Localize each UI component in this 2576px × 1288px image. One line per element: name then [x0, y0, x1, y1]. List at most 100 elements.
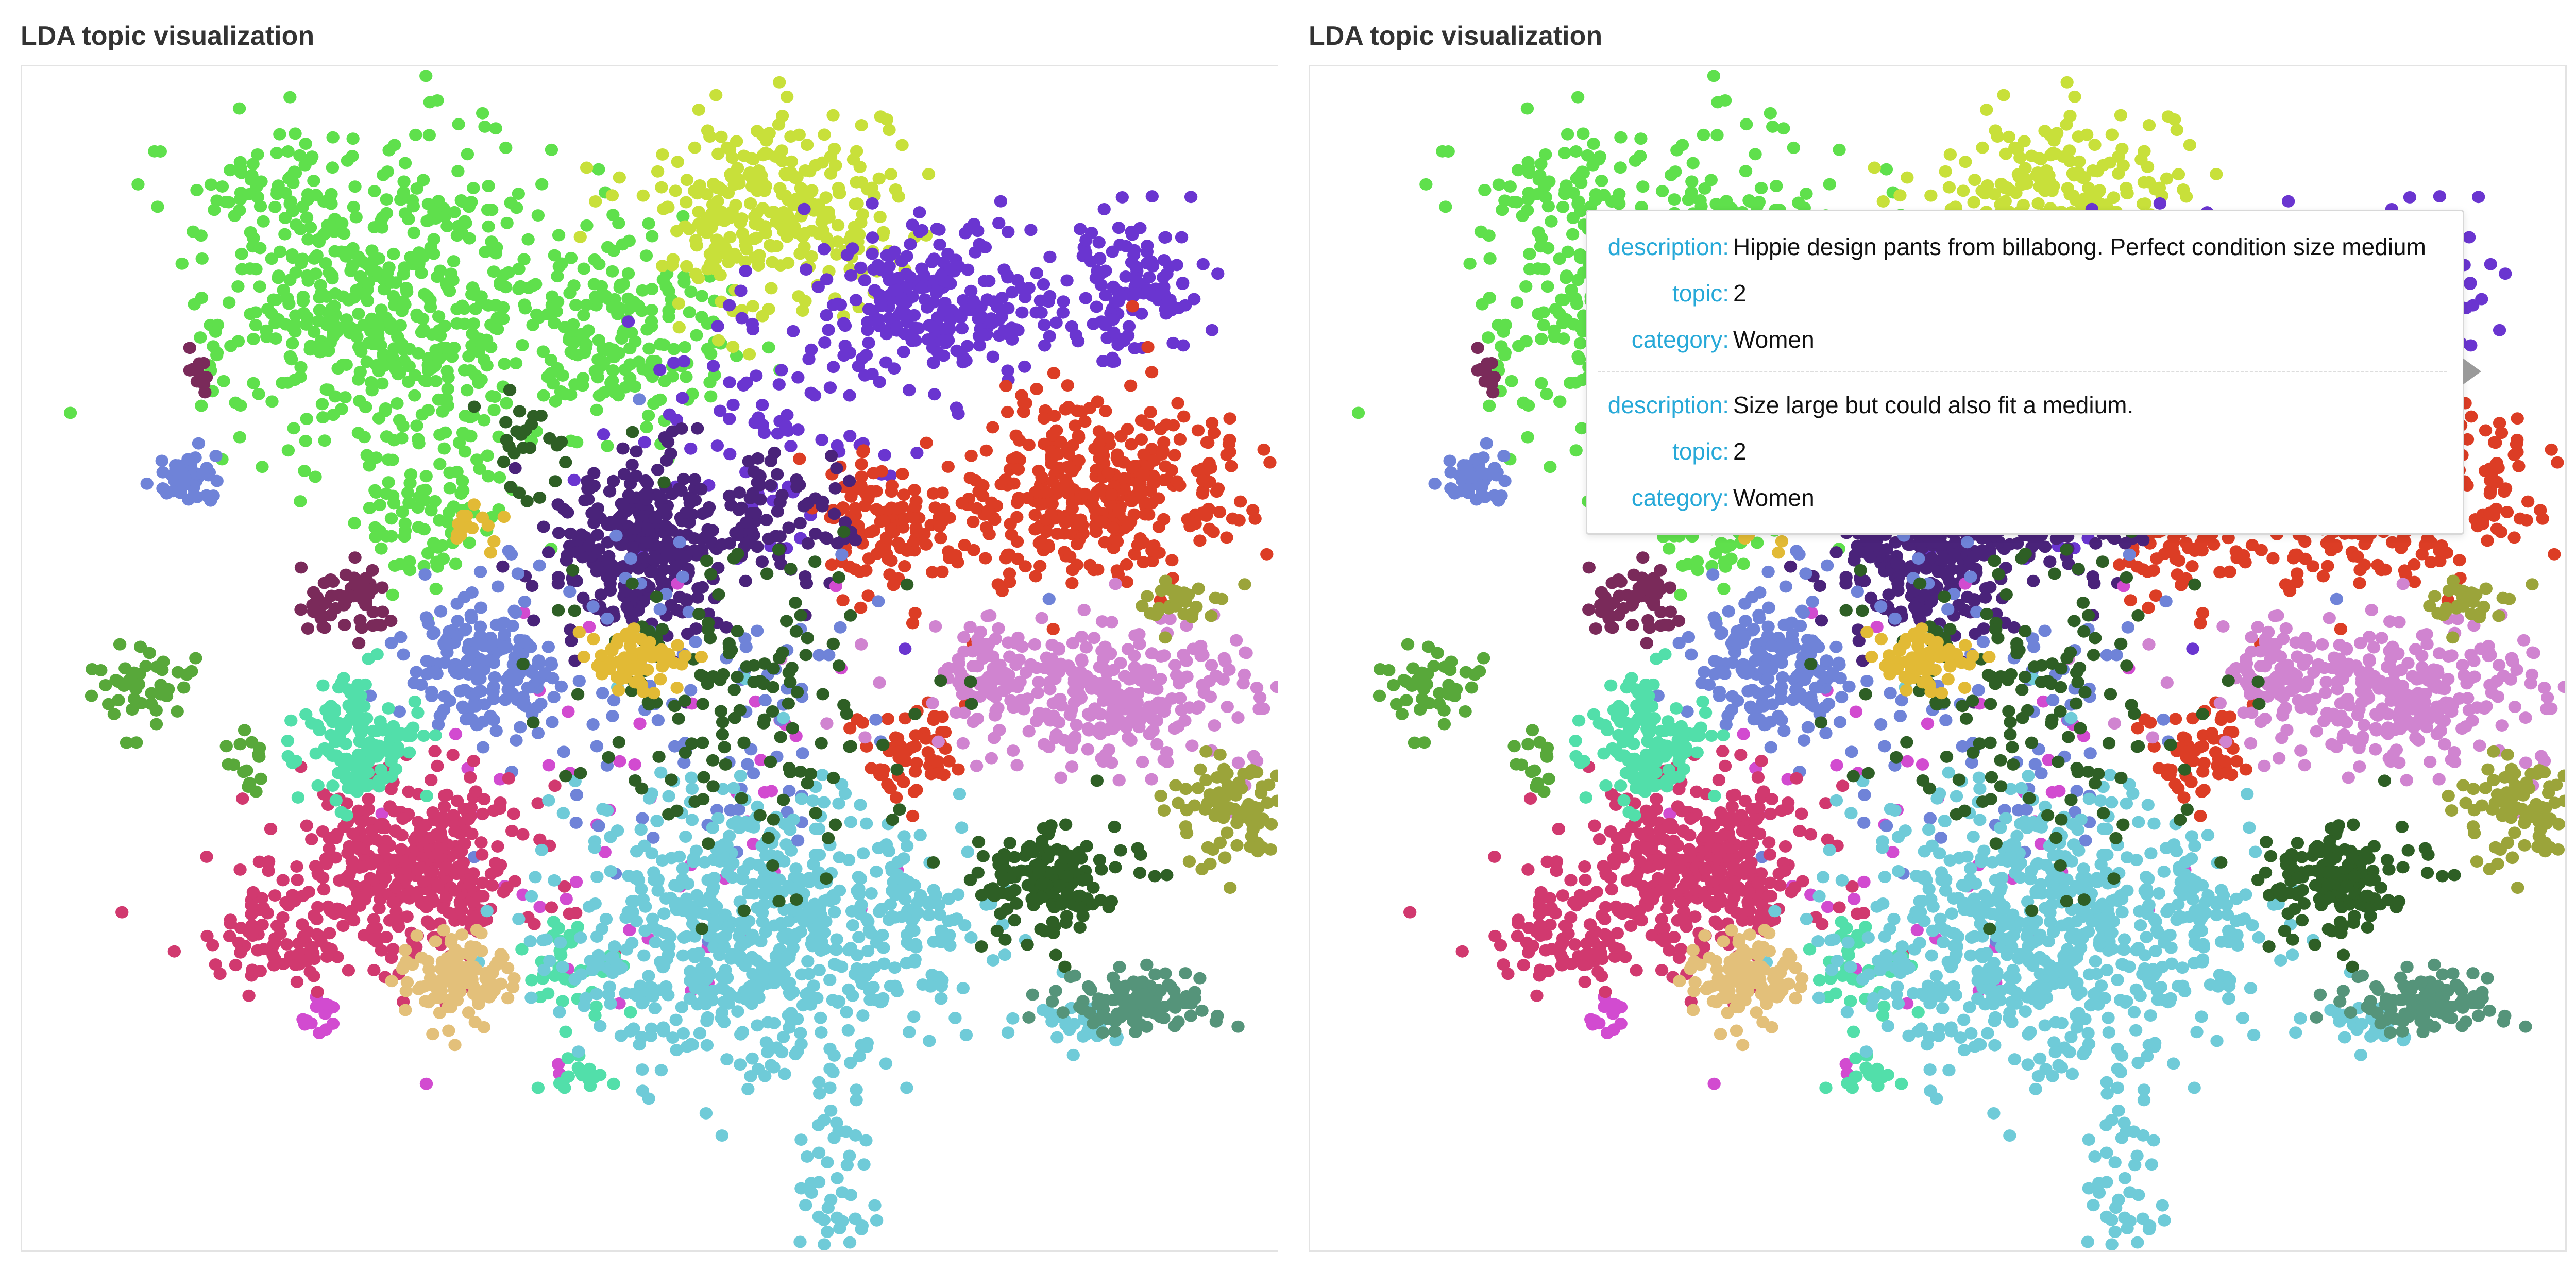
scatter-point-topic-3[interactable]	[1094, 515, 1108, 528]
scatter-point-topic-9[interactable]	[594, 1020, 607, 1032]
scatter-point-topic-0[interactable]	[456, 484, 470, 497]
scatter-point-topic-9[interactable]	[654, 766, 668, 779]
scatter-point-topic-2[interactable]	[934, 270, 948, 282]
scatter-point-topic-0[interactable]	[368, 185, 381, 197]
scatter-point-topic-2[interactable]	[837, 317, 851, 330]
scatter-point-topic-2[interactable]	[1069, 329, 1083, 342]
scatter-point-topic-2[interactable]	[900, 281, 913, 294]
scatter-point-topic-4[interactable]	[809, 492, 822, 505]
scatter-point-topic-0[interactable]	[444, 267, 458, 280]
scatter-point-topic-2[interactable]	[995, 311, 1008, 323]
scatter-point-topic-0[interactable]	[363, 501, 377, 514]
scatter-point-topic-8[interactable]	[363, 736, 377, 749]
scatter-point-topic-0[interactable]	[498, 358, 511, 370]
scatter-point-topic-1[interactable]	[680, 260, 693, 273]
scatter-point-topic-0[interactable]	[410, 419, 423, 432]
scatter-point-topic-7[interactable]	[345, 855, 359, 868]
scatter-point-topic-0[interactable]	[477, 353, 491, 366]
scatter-point-topic-10[interactable]	[1145, 647, 1159, 660]
scatter-point-topic-6[interactable]	[397, 648, 410, 661]
scatter-point-topic-0[interactable]	[318, 434, 331, 447]
scatter-point-topic-11[interactable]	[972, 836, 986, 849]
scatter-point-topic-4[interactable]	[661, 535, 674, 548]
scatter-point-topic-6[interactable]	[541, 640, 555, 653]
scatter-point-topic-6[interactable]	[443, 694, 456, 707]
scatter-point-topic-0[interactable]	[346, 259, 360, 272]
scatter-point-topic-0[interactable]	[440, 220, 454, 232]
scatter-point-topic-9[interactable]	[856, 1009, 870, 1022]
scatter-point-topic-9[interactable]	[626, 906, 639, 919]
scatter-point-topic-0[interactable]	[347, 200, 361, 213]
scatter-point-topic-10[interactable]	[963, 621, 977, 634]
scatter-point-topic-9[interactable]	[716, 783, 730, 795]
scatter-point-topic-3[interactable]	[1134, 433, 1148, 446]
scatter-point-topic-10[interactable]	[1109, 578, 1122, 590]
scatter-point-topic-8[interactable]	[400, 730, 414, 742]
scatter-point-topic-11[interactable]	[815, 737, 828, 750]
scatter-point-topic-11[interactable]	[712, 588, 725, 601]
scatter-point-topic-5[interactable]	[551, 1058, 565, 1071]
scatter-point-topic-11[interactable]	[766, 859, 779, 872]
scatter-plot[interactable]	[22, 66, 1278, 1250]
scatter-point-topic-0[interactable]	[267, 293, 280, 306]
scatter-point-topic-1[interactable]	[729, 199, 742, 212]
scatter-point-topic-9[interactable]	[882, 845, 895, 858]
scatter-point-topic-9[interactable]	[778, 1067, 791, 1080]
scatter-point-topic-0[interactable]	[642, 217, 655, 230]
scatter-point-topic-0[interactable]	[645, 230, 659, 243]
scatter-point-topic-0[interactable]	[493, 471, 506, 484]
scatter-point-topic-0[interactable]	[131, 178, 145, 191]
scatter-point-topic-9[interactable]	[664, 930, 677, 943]
scatter-point-topic-8[interactable]	[316, 679, 330, 692]
scatter-point-topic-7[interactable]	[351, 804, 365, 817]
scatter-point-topic-7[interactable]	[336, 920, 350, 933]
scatter-point-topic-5[interactable]	[533, 901, 547, 913]
scatter-point-topic-2[interactable]	[1143, 271, 1156, 284]
scatter-point-topic-9[interactable]	[782, 915, 795, 928]
scatter-point-topic-2[interactable]	[818, 336, 832, 349]
scatter-point-topic-0[interactable]	[224, 164, 237, 177]
scatter-point-topic-2[interactable]	[890, 320, 904, 333]
scatter-point-topic-11[interactable]	[1076, 909, 1090, 922]
scatter-point-topic-9[interactable]	[724, 952, 738, 965]
scatter-point-topic-4[interactable]	[831, 537, 844, 550]
scatter-point-topic-11[interactable]	[808, 555, 822, 568]
scatter-point-topic-9[interactable]	[842, 944, 856, 957]
scatter-point-topic-9[interactable]	[614, 1029, 628, 1042]
scatter-point-topic-5[interactable]	[765, 785, 778, 798]
scatter-point-topic-3[interactable]	[1204, 462, 1217, 474]
scatter-point-topic-0[interactable]	[247, 333, 260, 345]
scatter-point-topic-6[interactable]	[546, 716, 559, 728]
scatter-point-topic-9[interactable]	[805, 938, 819, 951]
scatter-point-topic-2[interactable]	[914, 282, 928, 295]
scatter-point-topic-9[interactable]	[804, 998, 818, 1011]
scatter-point-topic-9[interactable]	[480, 905, 494, 918]
scatter-point-topic-2[interactable]	[815, 433, 828, 446]
scatter-point-topic-1[interactable]	[723, 231, 737, 244]
scatter-point-topic-7[interactable]	[223, 930, 236, 943]
scatter-point-topic-11[interactable]	[1073, 921, 1087, 934]
scatter-point-topic-0[interactable]	[277, 284, 290, 297]
scatter-point-topic-2[interactable]	[837, 349, 851, 362]
scatter-point-topic-9[interactable]	[934, 992, 948, 1005]
scatter-point-topic-3[interactable]	[1260, 548, 1274, 561]
scatter-point-topic-6[interactable]	[473, 565, 487, 578]
scatter-point-topic-1[interactable]	[720, 141, 734, 154]
scatter-point-topic-9[interactable]	[789, 1048, 802, 1061]
scatter-point-topic-10[interactable]	[1096, 661, 1109, 673]
scatter-point-topic-10[interactable]	[1236, 677, 1250, 690]
scatter-point-topic-7[interactable]	[296, 918, 309, 931]
scatter-point-topic-5[interactable]	[319, 997, 332, 1010]
scatter-point-topic-0[interactable]	[215, 180, 229, 193]
scatter-point-topic-6[interactable]	[457, 591, 471, 604]
scatter-point-topic-3[interactable]	[908, 500, 922, 513]
scatter-point-topic-3[interactable]	[899, 712, 912, 725]
scatter-point-topic-4[interactable]	[527, 614, 540, 627]
scatter-point-topic-6[interactable]	[450, 630, 464, 642]
scatter-point-topic-11[interactable]	[934, 674, 947, 687]
scatter-point-topic-9[interactable]	[548, 874, 561, 887]
scatter-point-topic-5[interactable]	[419, 1077, 433, 1090]
scatter-point-topic-0[interactable]	[570, 436, 584, 449]
scatter-point-topic-9[interactable]	[759, 925, 772, 938]
scatter-point-topic-2[interactable]	[1095, 315, 1108, 328]
